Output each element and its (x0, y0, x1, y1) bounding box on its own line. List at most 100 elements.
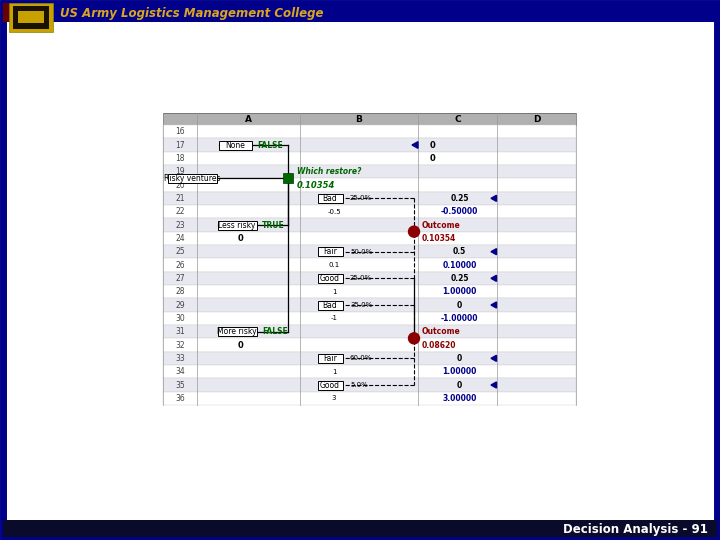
Text: B: B (356, 114, 362, 124)
Bar (163, 205, 576, 218)
Text: 1: 1 (332, 289, 336, 295)
Polygon shape (491, 248, 497, 255)
Bar (9, 3, 53, 32)
Text: 0: 0 (429, 154, 435, 163)
Text: 25.0%: 25.0% (350, 275, 372, 281)
Text: 16: 16 (175, 127, 185, 136)
Text: 17: 17 (175, 140, 185, 150)
Text: TRUE: TRUE (262, 220, 284, 230)
FancyBboxPatch shape (318, 247, 343, 256)
Ellipse shape (21, 13, 41, 21)
Text: 1: 1 (332, 369, 336, 375)
Text: 0.10354: 0.10354 (297, 180, 336, 190)
Polygon shape (491, 382, 497, 388)
Bar (163, 392, 576, 405)
Bar (163, 218, 576, 232)
Text: 60.0%: 60.0% (350, 355, 372, 361)
FancyBboxPatch shape (217, 327, 256, 336)
Text: 0.25: 0.25 (450, 194, 469, 203)
FancyBboxPatch shape (168, 173, 217, 183)
Bar (163, 165, 576, 178)
Bar (163, 178, 576, 192)
Text: 0: 0 (237, 234, 243, 243)
Text: 25: 25 (175, 247, 185, 256)
Bar (163, 379, 576, 392)
Text: 5.0%: 5.0% (350, 382, 368, 388)
Text: D: D (533, 114, 540, 124)
Text: 32: 32 (175, 341, 185, 349)
Text: Risky ventures: Risky ventures (163, 174, 220, 183)
Text: Good: Good (320, 381, 340, 389)
Bar (163, 325, 576, 339)
Bar (163, 272, 576, 285)
FancyBboxPatch shape (318, 300, 343, 309)
Text: Fair: Fair (323, 247, 337, 256)
Text: 27: 27 (175, 274, 185, 283)
Text: C: C (454, 114, 461, 124)
Text: Decision Analysis - 91: Decision Analysis - 91 (563, 523, 708, 536)
Bar (163, 245, 576, 258)
Text: 0.5: 0.5 (453, 247, 466, 256)
FancyBboxPatch shape (318, 274, 343, 283)
Text: FALSE: FALSE (262, 327, 288, 336)
Text: Good: Good (320, 274, 340, 283)
Text: FALSE: FALSE (257, 140, 283, 150)
Polygon shape (412, 141, 418, 149)
Text: Bad: Bad (323, 194, 338, 203)
Text: 0: 0 (457, 381, 462, 389)
Text: 0.08620: 0.08620 (422, 341, 456, 349)
Text: 34: 34 (175, 367, 185, 376)
Text: 25.0%: 25.0% (350, 195, 372, 201)
Text: 30: 30 (175, 314, 185, 323)
Text: Fair: Fair (323, 354, 337, 363)
Text: 0.10354: 0.10354 (422, 234, 456, 243)
Bar (163, 339, 576, 352)
FancyBboxPatch shape (217, 220, 256, 230)
Text: 33: 33 (175, 354, 185, 363)
Text: 19: 19 (175, 167, 185, 176)
Text: A: A (245, 114, 252, 124)
FancyBboxPatch shape (318, 354, 343, 363)
Text: 23: 23 (175, 220, 185, 230)
Text: -0.50000: -0.50000 (441, 207, 478, 216)
Text: 35.0%: 35.0% (350, 302, 372, 308)
Polygon shape (491, 195, 497, 201)
Text: Which restore?: Which restore? (297, 167, 361, 176)
Text: -1: -1 (330, 315, 338, 321)
Text: 0: 0 (457, 354, 462, 363)
Text: 18: 18 (175, 154, 185, 163)
Text: 36: 36 (175, 394, 185, 403)
Bar (13, 6, 49, 29)
Bar (18, 11, 44, 23)
Bar (3, 3, 9, 22)
Text: 24: 24 (175, 234, 185, 243)
Text: 0.25: 0.25 (450, 274, 469, 283)
Text: 1.00000: 1.00000 (442, 367, 477, 376)
Polygon shape (491, 355, 497, 361)
Bar (163, 192, 576, 205)
Text: Less risky: Less risky (218, 220, 256, 230)
FancyBboxPatch shape (3, 3, 717, 537)
Text: 3: 3 (332, 395, 336, 401)
Bar (163, 285, 576, 298)
Text: 0: 0 (429, 140, 435, 150)
Text: 50.0%: 50.0% (350, 248, 372, 255)
Text: 21: 21 (175, 194, 185, 203)
Text: 0: 0 (237, 341, 243, 349)
Bar (163, 258, 576, 272)
Bar (163, 232, 576, 245)
Text: Outcome: Outcome (422, 220, 461, 230)
Bar (163, 352, 576, 365)
Circle shape (408, 226, 420, 237)
Text: 31: 31 (175, 327, 185, 336)
Polygon shape (491, 275, 497, 281)
Text: 26: 26 (175, 260, 185, 269)
FancyBboxPatch shape (218, 140, 251, 150)
Text: More risky: More risky (217, 327, 257, 336)
Text: Outcome: Outcome (422, 327, 461, 336)
Text: US Army Logistics Management College: US Army Logistics Management College (60, 6, 323, 19)
Circle shape (408, 333, 420, 344)
Bar (283, 173, 293, 184)
Text: 1.00000: 1.00000 (442, 287, 477, 296)
Bar (163, 152, 576, 165)
